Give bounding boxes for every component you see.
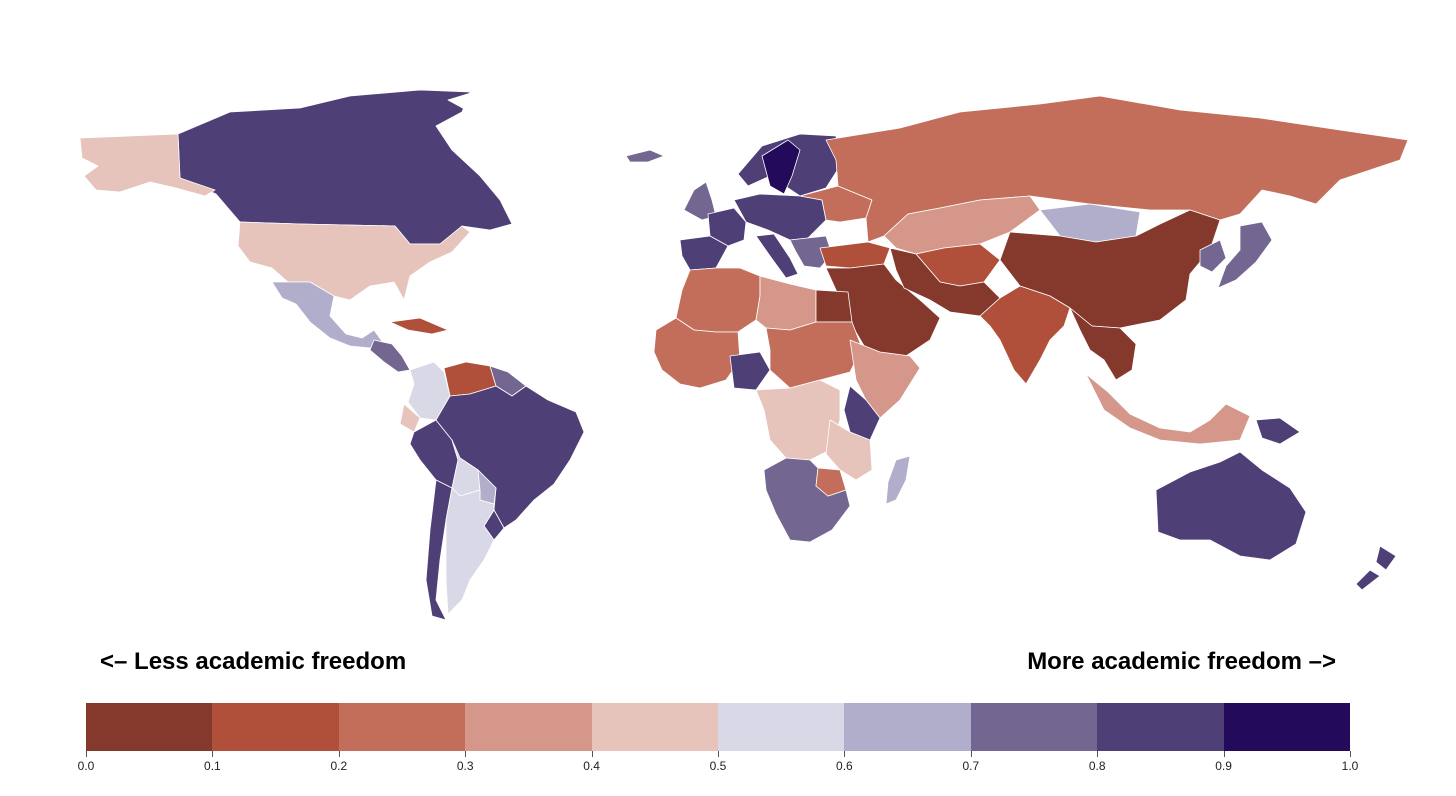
region-new-zealand xyxy=(1355,545,1397,591)
world-choropleth-map xyxy=(79,79,1409,621)
region-australia xyxy=(1155,451,1307,561)
region-argentina xyxy=(445,487,495,615)
less-freedom-label: <– Less academic freedom xyxy=(100,648,407,675)
region-zimbabwe xyxy=(815,467,847,497)
region-central-europe xyxy=(733,193,827,241)
region-egypt xyxy=(815,289,853,323)
legend-tick xyxy=(1350,751,1351,757)
region-alaska xyxy=(79,133,216,197)
legend-bin-6 xyxy=(844,703,971,751)
region-southeast-asia xyxy=(1069,307,1137,381)
legend-tick-label: 0.8 xyxy=(1088,759,1106,773)
region-kenya xyxy=(843,385,881,441)
region-sweden xyxy=(761,139,801,195)
region-cuba xyxy=(389,317,449,335)
legend-bin-1 xyxy=(212,703,339,751)
legend-tick-label: 0.0 xyxy=(77,759,95,773)
legend-tick-label: 0.7 xyxy=(962,759,980,773)
region-chad-sudan xyxy=(765,321,863,389)
legend-tick-label: 0.9 xyxy=(1215,759,1232,773)
region-russia xyxy=(825,95,1409,243)
map-regions xyxy=(79,79,1409,621)
region-usa xyxy=(237,221,471,301)
legend-tick-label: 0.5 xyxy=(709,759,727,773)
legend-bin-0 xyxy=(86,703,213,751)
legend-tick-label: 0.2 xyxy=(330,759,348,773)
region-central-america xyxy=(369,339,411,373)
legend-tick xyxy=(212,751,214,757)
legend-bin-2 xyxy=(338,703,466,751)
region-madagascar xyxy=(885,455,911,505)
legend-tick xyxy=(1223,751,1225,757)
more-freedom-label: More academic freedom –> xyxy=(1027,648,1336,675)
region-turkey xyxy=(819,241,891,269)
region-india xyxy=(979,285,1071,385)
legend-tick xyxy=(970,751,972,757)
region-korea-japan xyxy=(1199,221,1273,289)
legend-bin-8 xyxy=(1097,703,1224,751)
legend-tick xyxy=(338,751,340,757)
region-north-africa-west xyxy=(675,267,761,333)
legend-tick xyxy=(465,751,467,757)
legend-tick-label: 0.3 xyxy=(456,759,474,773)
legend-bin-4 xyxy=(591,703,719,751)
legend-tick xyxy=(718,751,719,757)
legend-tick-label: 0.6 xyxy=(836,759,853,773)
region-horn-of-africa xyxy=(849,339,921,419)
legend-bin-9 xyxy=(1223,703,1351,751)
region-greenland xyxy=(447,79,671,179)
legend-bin-5 xyxy=(718,703,845,751)
legend-tick xyxy=(591,751,593,757)
legend-tick xyxy=(844,751,846,757)
region-mexico xyxy=(271,281,385,349)
legend-tick-label: 0.4 xyxy=(583,759,600,773)
legend-tick-label: 1.0 xyxy=(1341,759,1359,773)
legend-bin-7 xyxy=(970,703,1098,751)
region-maritime-southeast-asia xyxy=(1085,373,1251,445)
region-canada xyxy=(177,89,513,245)
color-legend xyxy=(86,703,1351,751)
region-libya xyxy=(755,275,817,331)
legend-ticks: 0.0 0.1 0.2 0.3 0.4 0.5 0.6 0.7 0.8 0.9 1.0 xyxy=(78,751,1358,781)
region-italy xyxy=(755,233,799,279)
legend-tick xyxy=(86,751,87,757)
region-southern-africa xyxy=(763,457,851,543)
region-papua xyxy=(1255,417,1301,445)
region-nigeria xyxy=(729,351,771,391)
region-iceland xyxy=(625,149,665,163)
legend-bin-3 xyxy=(465,703,592,751)
legend-tick-label: 0.1 xyxy=(204,759,221,773)
legend-tick xyxy=(1097,751,1099,757)
